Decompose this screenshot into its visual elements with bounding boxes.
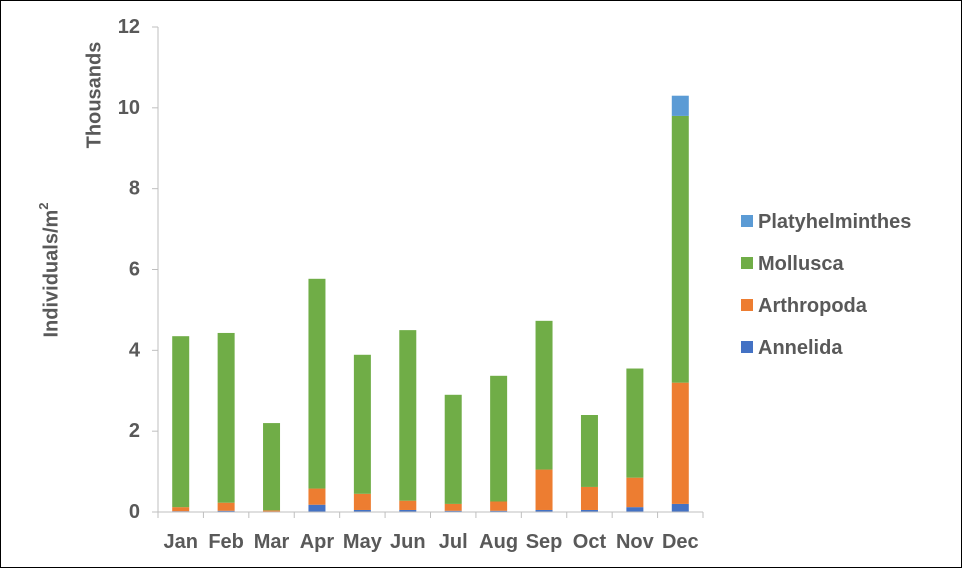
bar-segment-mollusca-apr (308, 278, 326, 489)
bar-segment-arthropoda-jan (172, 507, 190, 512)
legend-label-platyhelminthes: Platyhelminthes (758, 211, 911, 233)
bar-segment-annelida-nov (626, 507, 644, 512)
bar-segment-mollusca-jun (399, 330, 417, 501)
bar-segment-annelida-sep (535, 509, 553, 512)
y-tick-label: 6 (129, 259, 140, 281)
y-tick-label: 12 (118, 16, 140, 38)
bar-segment-arthropoda-may (353, 493, 371, 510)
legend-swatch-mollusca (741, 257, 753, 269)
legend-label-annelida: Annelida (758, 337, 843, 359)
y-tick-label: 4 (129, 339, 141, 361)
bar-segment-annelida-oct (580, 509, 598, 512)
bar-segment-platyhelminthes-dec (671, 95, 689, 116)
x-tick-label-dec: Dec (662, 531, 699, 553)
bars-group (172, 95, 689, 512)
x-tick-label-may: May (343, 531, 383, 553)
y-tick-label: 8 (129, 178, 140, 200)
bar-segment-mollusca-feb (217, 332, 235, 503)
legend-swatch-annelida (741, 341, 753, 353)
bar-segment-annelida-may (353, 509, 371, 512)
y-axis-title: Individuals/m2 (36, 202, 62, 337)
bar-segment-mollusca-jul (444, 394, 462, 504)
x-tick-label-oct: Oct (573, 531, 607, 553)
x-tick-label-feb: Feb (208, 531, 244, 553)
bar-segment-mollusca-aug (490, 375, 508, 502)
axes-group (152, 26, 704, 518)
legend-label-mollusca: Mollusca (758, 253, 844, 275)
bar-segment-annelida-jun (399, 509, 417, 512)
bar-segment-arthropoda-sep (535, 469, 553, 510)
bar-segment-mollusca-sep (535, 320, 553, 470)
bar-segment-arthropoda-nov (626, 477, 644, 508)
x-tick-label-sep: Sep (526, 531, 563, 553)
bar-segment-arthropoda-jul (444, 503, 462, 511)
y-tick-labels: 0 2 4 6 8 10 12 (118, 16, 141, 523)
bar-segment-arthropoda-oct (580, 486, 598, 510)
x-tick-labels: Jan Feb Mar Apr May Jun Jul Aug Sep Oct Nov Dec (163, 531, 698, 553)
x-tick-label-aug: Aug (479, 531, 518, 553)
bar-segment-arthropoda-jun (399, 500, 417, 510)
bar-segment-annelida-apr (308, 504, 326, 512)
y-tick-label: 0 (129, 501, 140, 523)
x-tick-label-jun: Jun (390, 531, 426, 553)
bar-segment-arthropoda-dec (671, 382, 689, 504)
x-tick-label-jan: Jan (163, 531, 197, 553)
x-tick-label-nov: Nov (616, 531, 655, 553)
legend-swatch-platyhelminthes (741, 215, 753, 227)
bar-segment-arthropoda-aug (490, 501, 508, 511)
x-tick-label-mar: Mar (254, 531, 290, 553)
bar-segment-mollusca-jan (172, 336, 190, 508)
legend: Platyhelminthes Mollusca Arthropoda Annelid… (741, 211, 911, 359)
bar-segment-mollusca-mar (263, 423, 281, 511)
bar-segment-annelida-jul (444, 510, 462, 512)
bar-segment-annelida-feb (217, 510, 235, 512)
legend-swatch-arthropoda (741, 299, 753, 311)
bar-segment-mollusca-dec (671, 115, 689, 383)
bar-segment-mollusca-oct (580, 415, 598, 487)
x-tick-label-jul: Jul (439, 531, 468, 553)
y-tick-label: 10 (118, 97, 140, 119)
bar-segment-arthropoda-feb (217, 502, 235, 511)
y-tick-label: 2 (129, 420, 140, 442)
bar-segment-annelida-aug (490, 510, 508, 512)
y-axis-unit-label: Thousands (83, 42, 105, 149)
bar-segment-mollusca-may (353, 354, 371, 494)
bar-segment-annelida-dec (671, 503, 689, 512)
bar-segment-mollusca-nov (626, 368, 644, 478)
x-tick-label-apr: Apr (300, 531, 335, 553)
legend-label-arthropoda: Arthropoda (758, 295, 868, 317)
bar-segment-arthropoda-mar (263, 510, 281, 512)
bar-segment-arthropoda-apr (308, 488, 326, 505)
